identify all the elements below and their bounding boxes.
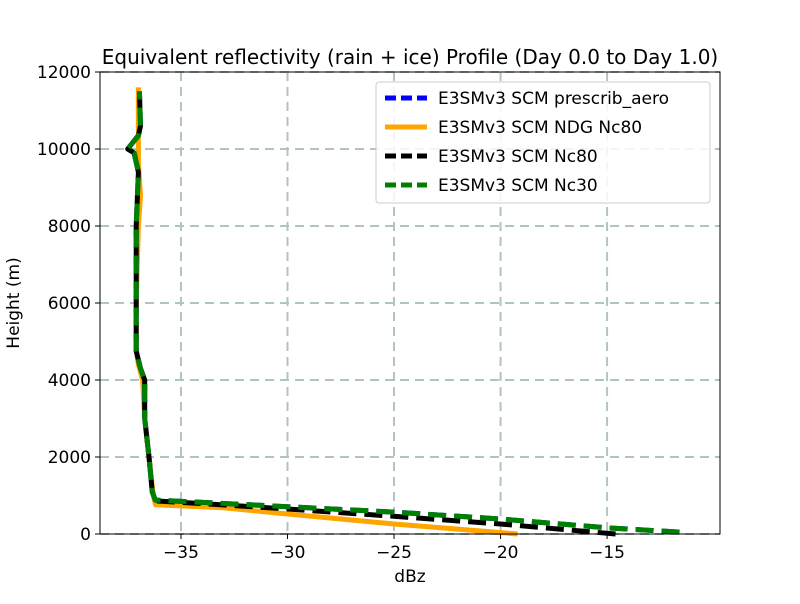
series-line-3 [125, 91, 680, 535]
y-axis-label: Height (m) [4, 257, 24, 348]
legend: E3SMv3 SCM prescrib_aero E3SMv3 SCM NDG N… [375, 81, 711, 204]
y-tick-label: 0 [80, 525, 91, 545]
x-axis-ticks: −35 −30 −25 −20 −15 [163, 534, 625, 563]
x-tick-label: −30 [270, 543, 306, 563]
x-tick-label: −20 [483, 543, 519, 563]
legend-box [375, 81, 711, 204]
y-tick-label: 6000 [48, 294, 91, 314]
x-tick-label: −35 [163, 543, 199, 563]
chart-title: Equivalent reflectivity (rain + ice) Pro… [102, 45, 718, 69]
x-tick-label: −25 [376, 543, 412, 563]
legend-label: E3SMv3 SCM prescrib_aero [438, 89, 669, 109]
x-tick-label: −15 [589, 543, 625, 563]
legend-label: E3SMv3 SCM Nc80 [438, 147, 598, 167]
x-axis-label: dBz [394, 567, 425, 587]
y-tick-label: 8000 [48, 217, 91, 237]
series-lines [125, 87, 680, 537]
y-tick-label: 10000 [37, 140, 91, 160]
y-tick-label: 4000 [48, 371, 91, 391]
legend-label: E3SMv3 SCM Nc30 [438, 176, 598, 196]
y-tick-label: 12000 [37, 63, 91, 83]
legend-label: E3SMv3 SCM NDG Nc80 [438, 118, 642, 138]
y-axis-ticks: 0 2000 4000 6000 8000 10000 12000 [37, 63, 100, 545]
y-tick-label: 2000 [48, 448, 91, 468]
